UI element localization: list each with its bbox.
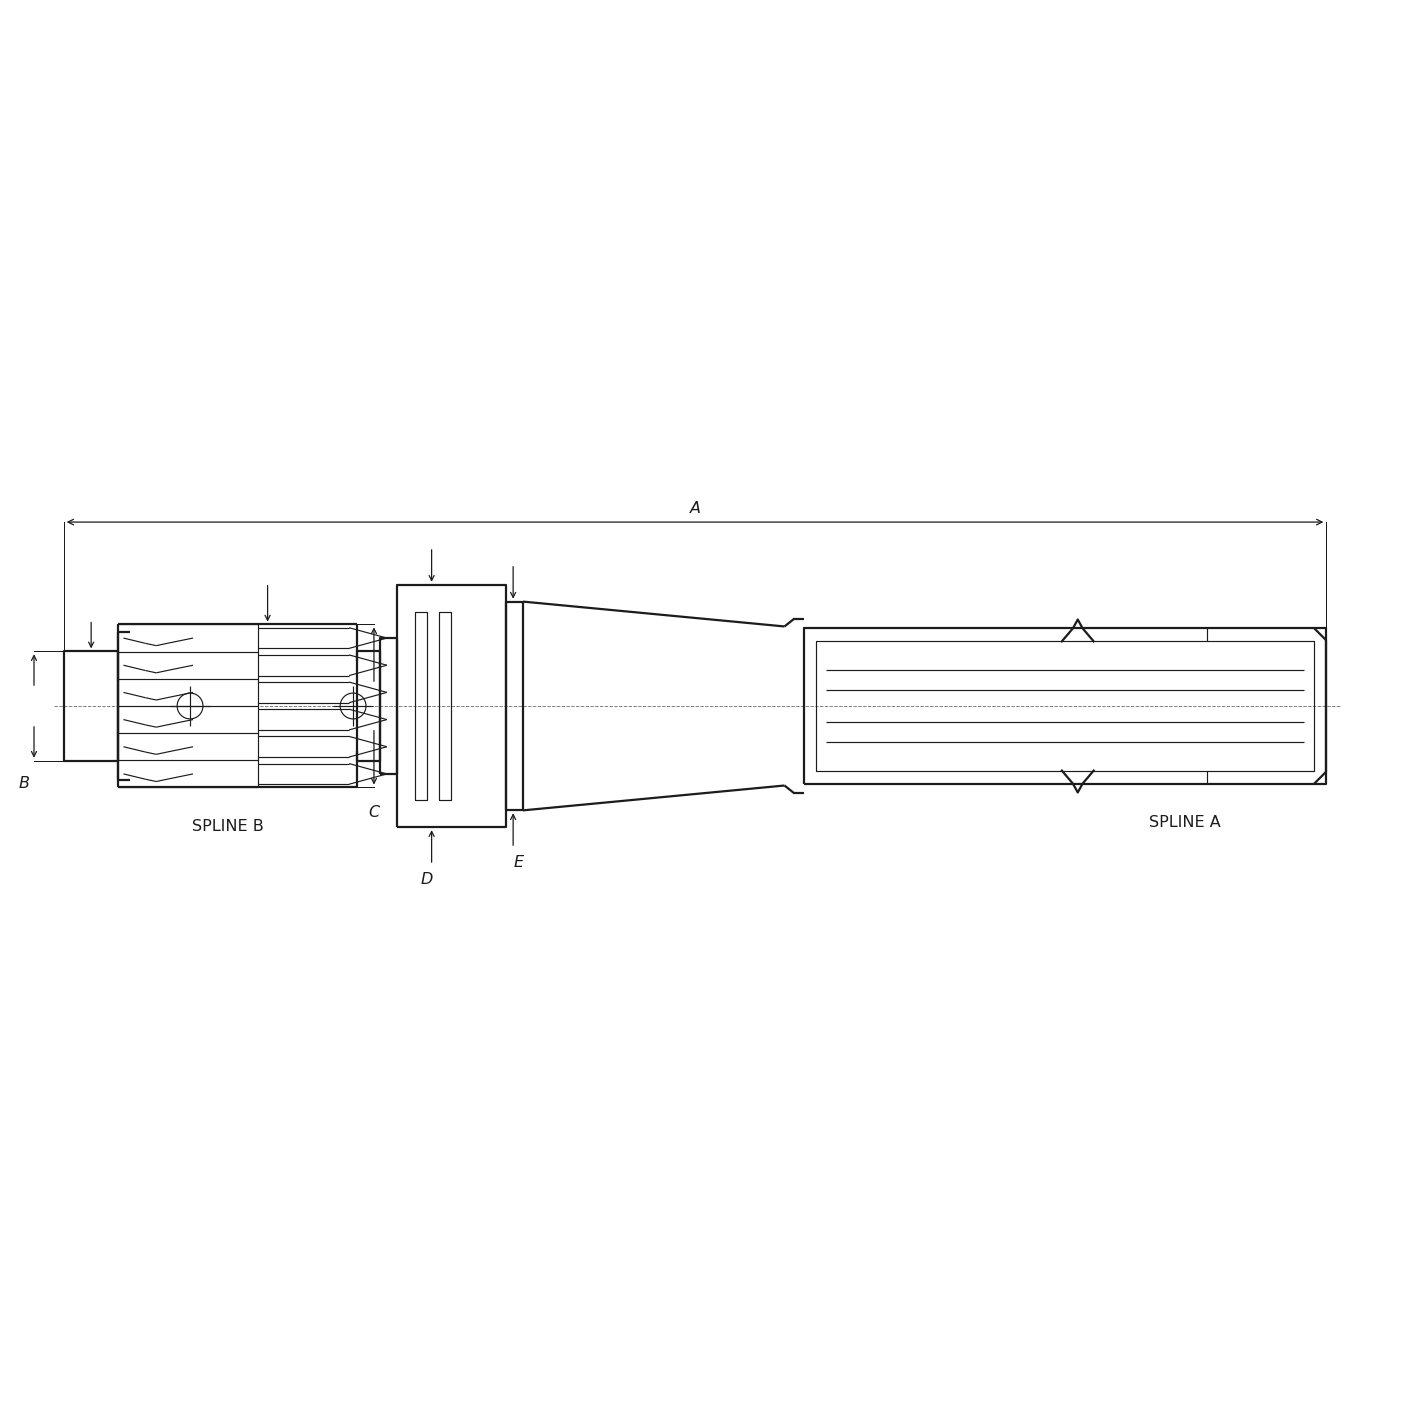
Text: SPLINE B: SPLINE B [193,820,264,834]
Text: SPLINE A: SPLINE A [1149,815,1220,831]
Text: C: C [368,806,380,820]
Text: B: B [18,776,30,790]
Text: E: E [515,855,524,870]
Text: D: D [420,872,433,887]
Text: A: A [689,501,700,516]
